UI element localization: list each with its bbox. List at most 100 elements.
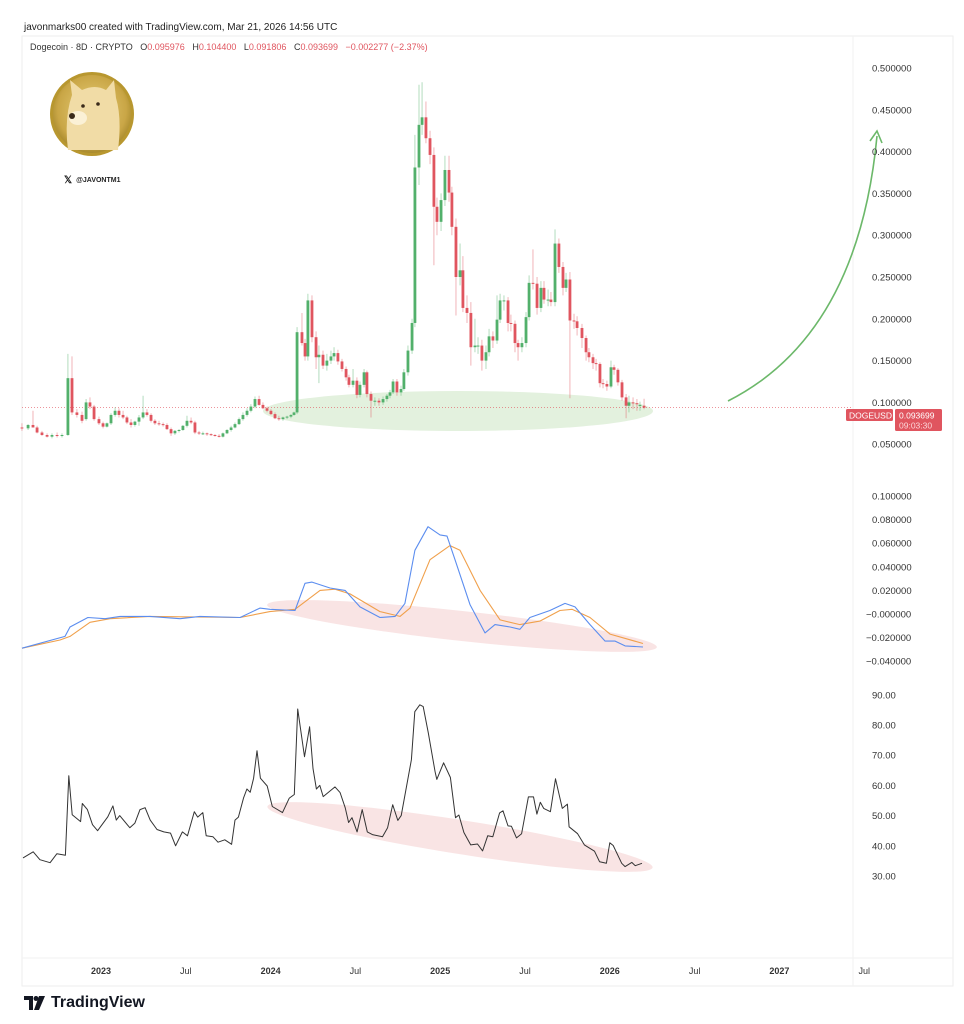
candle <box>253 396 257 409</box>
candle <box>92 404 96 421</box>
open-label: O <box>140 42 148 52</box>
candle-body <box>506 300 510 323</box>
candle-body <box>173 430 177 434</box>
chart-frame <box>21 35 954 987</box>
candle <box>249 404 253 413</box>
candle-body <box>417 124 421 168</box>
candle-body <box>237 419 241 425</box>
candle <box>549 292 553 307</box>
candle <box>88 397 92 410</box>
candle-body <box>491 336 495 341</box>
candle <box>221 432 225 438</box>
candle-body <box>524 317 528 344</box>
candle <box>542 281 546 304</box>
candle-body <box>391 381 395 393</box>
candle-body <box>26 424 30 429</box>
candle-body <box>97 419 101 424</box>
candle <box>205 432 209 436</box>
candle <box>447 155 451 202</box>
candle-body <box>461 270 465 308</box>
candle <box>450 186 454 236</box>
candle <box>40 430 44 436</box>
price-axis-label: 0.100000 <box>872 398 912 409</box>
candle <box>420 82 424 135</box>
candle <box>209 433 213 436</box>
candle-body <box>125 417 129 423</box>
candle-body <box>181 425 185 430</box>
candle <box>443 155 447 206</box>
candle-body <box>535 283 539 308</box>
candle <box>340 358 344 372</box>
candle <box>432 147 436 266</box>
candle-body <box>638 404 642 406</box>
high-value: 0.104400 <box>198 42 237 52</box>
candle <box>300 312 304 346</box>
candle <box>473 318 477 353</box>
candle <box>332 347 336 361</box>
candle <box>469 302 473 366</box>
candle <box>385 394 389 402</box>
candle-body <box>265 408 269 411</box>
candle-body <box>149 414 153 421</box>
candle-body <box>217 435 221 437</box>
candle-body <box>340 361 344 369</box>
rsi-line <box>22 704 643 868</box>
candle <box>616 368 620 386</box>
candle <box>265 406 269 413</box>
candle <box>355 377 359 399</box>
candle <box>531 249 535 290</box>
price-axis-label: 0.400000 <box>872 147 912 158</box>
candle <box>620 379 624 401</box>
candle-body <box>561 266 565 288</box>
candle-body <box>292 412 296 415</box>
support-zone-ellipse <box>263 391 653 431</box>
candle <box>20 423 24 431</box>
candle-body <box>80 414 84 421</box>
candle <box>233 422 237 429</box>
candle-body <box>50 435 54 437</box>
candle <box>399 385 403 396</box>
candle-body <box>627 402 631 406</box>
candle-body <box>209 434 213 436</box>
candle-body <box>542 287 546 300</box>
candle <box>458 243 462 286</box>
time-axis-label: 2027 <box>769 966 789 976</box>
candle <box>424 101 428 144</box>
candle-body <box>546 299 550 301</box>
candle-body <box>332 353 336 357</box>
candle-body <box>317 354 321 358</box>
time-axis-label: 2025 <box>430 966 450 976</box>
candle <box>594 358 598 371</box>
candle-body <box>310 300 314 338</box>
candle <box>285 415 289 420</box>
candle-body <box>105 423 109 427</box>
candle <box>513 320 517 353</box>
candle-body <box>66 378 70 436</box>
candle <box>406 345 410 376</box>
macd-line <box>21 526 644 649</box>
candle <box>289 414 293 419</box>
candle-body <box>549 299 553 303</box>
candle <box>428 130 432 165</box>
candle <box>598 362 602 388</box>
macd-signal-line <box>21 545 644 649</box>
price-axis-label: 0.050000 <box>872 440 912 451</box>
candle <box>365 370 369 398</box>
macd-axis-label: −0.020000 <box>866 633 911 644</box>
candle-body <box>469 312 473 348</box>
candle-body <box>635 403 639 405</box>
candle <box>277 415 281 421</box>
candle-body <box>205 433 209 435</box>
candle-body <box>458 270 462 277</box>
candle-body <box>261 404 265 409</box>
candle-body <box>329 356 333 361</box>
candle-body <box>487 336 491 353</box>
macd-pane <box>21 526 644 649</box>
candle <box>173 429 177 436</box>
close-value: 0.093699 <box>300 42 338 52</box>
candle-body <box>373 400 377 402</box>
candle-body <box>40 432 44 436</box>
tradingview-brand[interactable]: TradingView <box>24 994 145 1012</box>
macd-axis-label: 0.060000 <box>872 539 912 550</box>
